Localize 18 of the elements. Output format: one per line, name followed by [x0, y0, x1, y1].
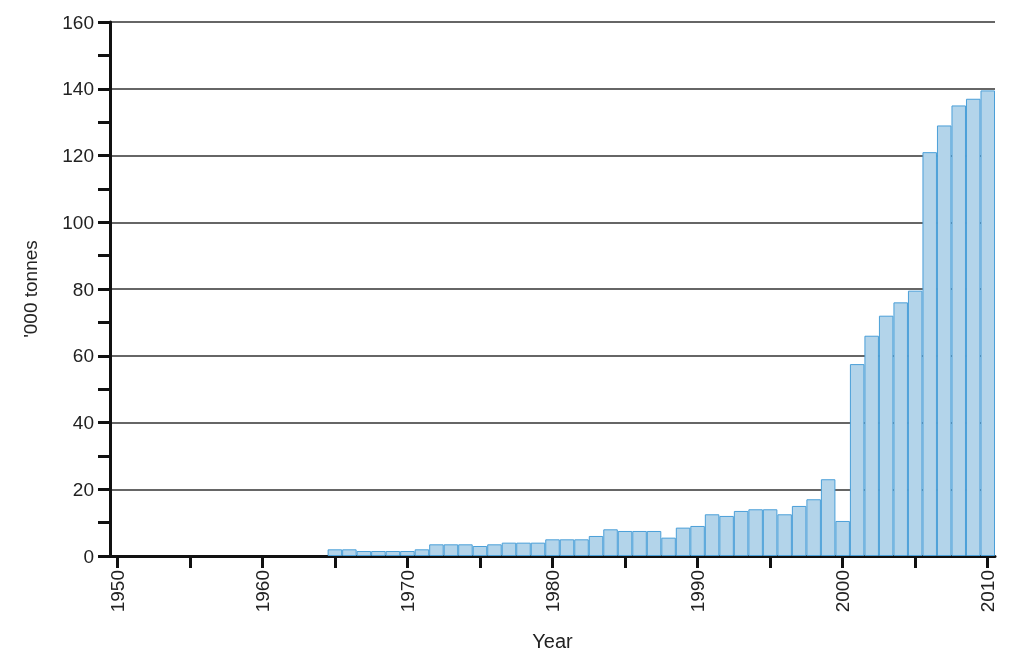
y-tick-label: 20 — [72, 478, 94, 500]
x-tick-label: 2010 — [977, 570, 999, 613]
x-axis-title: Year — [532, 630, 574, 652]
y-tick-label: 40 — [72, 412, 94, 433]
x-tick-label: 2000 — [832, 570, 854, 613]
y-tick-label: 0 — [83, 545, 94, 567]
x-tick-label: 1980 — [542, 570, 563, 613]
x-tick-label: 1970 — [396, 570, 418, 613]
y-tick-label: 140 — [62, 78, 94, 100]
y-tick-label: 100 — [62, 211, 94, 233]
x-tick-label: 1960 — [251, 570, 273, 613]
x-tick-label: 1990 — [687, 570, 709, 613]
y-axis-title: '000 tonnes — [20, 240, 41, 338]
y-tick-label: 120 — [62, 145, 94, 166]
x-tick-label: 1950 — [106, 570, 128, 613]
y-tick-label: 60 — [72, 345, 94, 367]
y-tick-label: 160 — [62, 11, 94, 33]
y-tick-label: 80 — [72, 278, 94, 300]
